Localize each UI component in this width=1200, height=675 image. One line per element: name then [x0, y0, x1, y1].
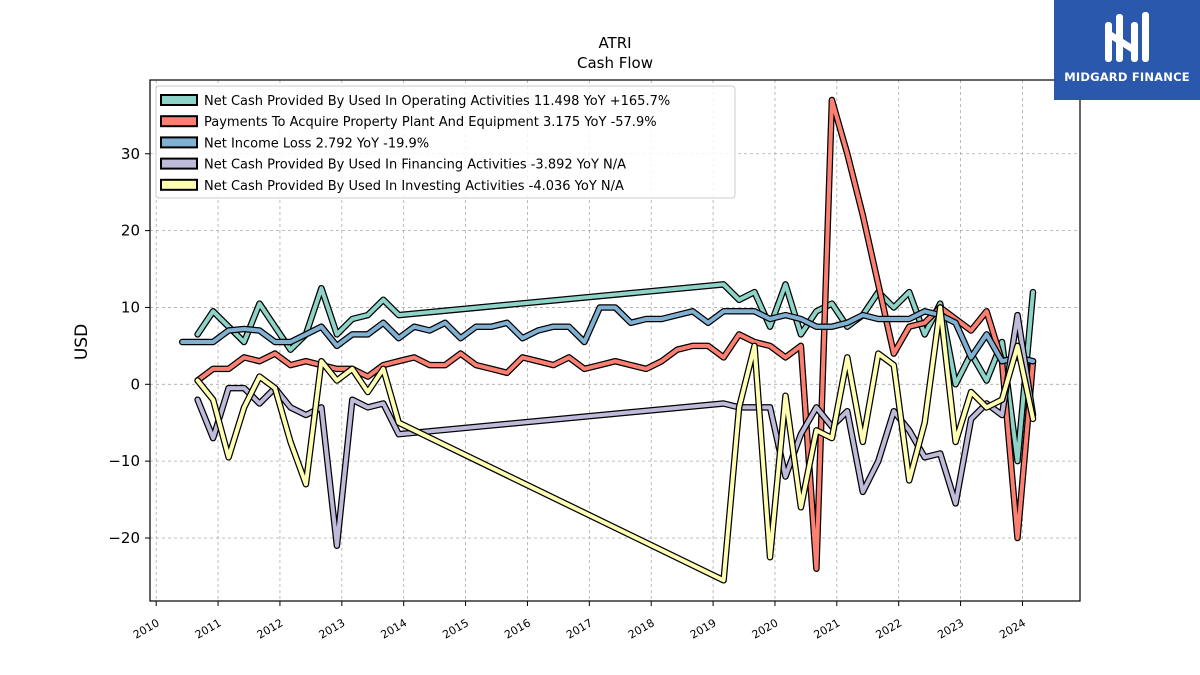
- x-tick-label: 2015: [440, 616, 471, 641]
- series-line-2: [180, 305, 1035, 364]
- legend-label-0: Net Cash Provided By Used In Operating A…: [204, 94, 670, 109]
- x-tick-label: 2021: [812, 616, 843, 641]
- series-line-4: [195, 305, 1035, 583]
- y-axis: −20 −10 0 10 20 30: [108, 145, 150, 547]
- x-tick-label: 2018: [626, 616, 657, 641]
- x-tick-label: 2011: [193, 616, 224, 641]
- legend-label-2: Net Income Loss 2.792 YoY -19.9%: [204, 136, 429, 151]
- x-tick-label: 2017: [564, 616, 595, 641]
- midgard-logo-icon: [1105, 12, 1149, 62]
- y-tick-label: 20: [121, 222, 140, 240]
- series-line-1: [195, 98, 1035, 571]
- legend-swatch-2: [160, 136, 198, 149]
- legend-swatch-3: [160, 157, 198, 170]
- x-tick-label: 2010: [131, 616, 162, 641]
- legend-swatch-1: [160, 115, 198, 128]
- x-tick-label: 2012: [255, 616, 286, 641]
- y-tick-label: −10: [108, 452, 140, 470]
- y-tick-label: 10: [121, 298, 140, 316]
- plot-frame: [149, 79, 1081, 602]
- series-line-3: [195, 313, 1035, 548]
- legend-label-4: Net Cash Provided By Used In Investing A…: [204, 179, 624, 194]
- x-tick-label: 2019: [688, 616, 719, 641]
- legend-box: [155, 85, 736, 199]
- x-tick-label: 2016: [502, 616, 533, 641]
- legend-label-3: Net Cash Provided By Used In Financing A…: [204, 158, 626, 173]
- y-tick-label: 30: [121, 145, 140, 163]
- legend-label-1: Payments To Acquire Property Plant And E…: [204, 115, 657, 130]
- y-tick-label: −20: [108, 529, 140, 547]
- y-tick-label: 0: [130, 375, 140, 393]
- x-tick-label: 2013: [317, 616, 348, 641]
- x-tick-label: 2023: [935, 616, 966, 641]
- chart-subtitle: Cash Flow: [577, 54, 653, 72]
- series-lines: [178, 96, 1037, 584]
- chart-title: ATRI: [598, 34, 631, 52]
- legend-swatch-0: [160, 94, 198, 106]
- x-axis: 2010 2011 2012 2013 2014 2015 2016 2017 2018 2019…: [131, 601, 1028, 642]
- legend: Net Cash Provided By Used In Operating A…: [155, 85, 736, 199]
- brand-name: MIDGARD FINANCE: [1064, 70, 1190, 84]
- x-tick-label: 2024: [997, 616, 1028, 641]
- legend-swatch-4: [160, 178, 198, 191]
- y-axis-label: USD: [72, 324, 92, 360]
- x-tick-label: 2014: [378, 616, 409, 641]
- x-tick-label: 2022: [873, 616, 904, 641]
- brand-logo: MIDGARD FINANCE: [1054, 0, 1200, 100]
- x-tick-label: 2020: [750, 616, 781, 641]
